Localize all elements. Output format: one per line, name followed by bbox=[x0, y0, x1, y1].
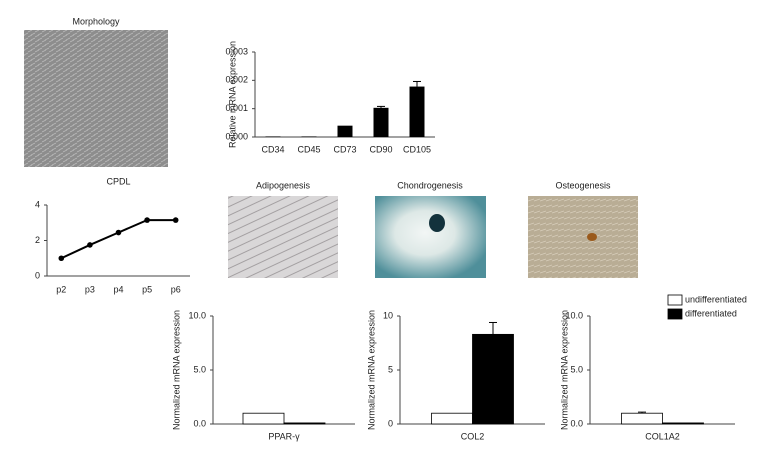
nodule bbox=[587, 233, 597, 241]
x-tick-label: CD73 bbox=[333, 144, 356, 154]
legend-swatch bbox=[667, 308, 683, 320]
x-tick-label: p5 bbox=[142, 284, 152, 294]
y-tick-label: 0.003 bbox=[225, 46, 248, 56]
y-axis-label: Normalized mRNA expression bbox=[366, 310, 376, 430]
bar bbox=[242, 412, 285, 425]
image-title: Morphology bbox=[72, 16, 120, 26]
y-tick-label: 5.0 bbox=[193, 364, 206, 374]
y-tick-label: 0.001 bbox=[225, 103, 248, 113]
point bbox=[115, 229, 122, 236]
x-tick-label: COL2 bbox=[461, 431, 485, 441]
legend-label: differentiated bbox=[685, 308, 737, 318]
y-tick-label: 4 bbox=[35, 199, 40, 209]
y-axis-label: Normalized mRNA expression bbox=[559, 310, 569, 430]
morphology-image bbox=[24, 30, 168, 167]
bar bbox=[265, 136, 281, 137]
bar bbox=[431, 412, 473, 425]
bar bbox=[472, 333, 514, 425]
x-tick-label: CD90 bbox=[369, 144, 392, 154]
x-tick-label: p2 bbox=[56, 284, 66, 294]
x-tick-label: PPAR-γ bbox=[268, 431, 300, 441]
y-tick-label: 5.0 bbox=[570, 364, 583, 374]
point bbox=[87, 242, 93, 248]
x-tick-label: p3 bbox=[85, 284, 95, 294]
point bbox=[58, 255, 65, 262]
point bbox=[172, 217, 179, 223]
y-tick-label: 5 bbox=[388, 364, 393, 374]
chondrogenesis-image bbox=[375, 196, 486, 278]
image-title: Chondrogenesis bbox=[397, 180, 463, 190]
y-tick-label: 0.0 bbox=[193, 418, 206, 428]
bar bbox=[373, 107, 389, 137]
y-tick-label: 0.000 bbox=[225, 131, 248, 141]
adipogenesis-image bbox=[228, 196, 338, 278]
y-axis-label: Normalized mRNA expression bbox=[171, 310, 181, 430]
x-tick-label: CD45 bbox=[297, 144, 320, 154]
y-tick-label: 2 bbox=[35, 235, 40, 245]
chart-title: CPDL bbox=[106, 176, 130, 186]
y-tick-label: 0 bbox=[388, 418, 393, 428]
line bbox=[60, 219, 176, 260]
osteogenesis-image bbox=[528, 196, 638, 278]
y-tick-label: 0.002 bbox=[225, 75, 248, 85]
bar bbox=[283, 422, 326, 425]
y-tick-label: 0.0 bbox=[570, 418, 583, 428]
legend-swatch bbox=[667, 294, 683, 306]
y-tick-label: 10 bbox=[383, 310, 393, 320]
x-tick-label: p6 bbox=[171, 284, 181, 294]
pellet bbox=[429, 214, 445, 232]
bar bbox=[662, 422, 704, 425]
bar bbox=[337, 125, 353, 137]
y-tick-label: 0 bbox=[35, 270, 40, 280]
bar bbox=[621, 412, 663, 425]
y-tick-label: 10.0 bbox=[188, 310, 206, 320]
point bbox=[144, 217, 150, 223]
x-tick-label: p4 bbox=[113, 284, 123, 294]
x-tick-label: CD34 bbox=[261, 144, 284, 154]
y-tick-label: 10.0 bbox=[565, 310, 583, 320]
x-tick-label: CD105 bbox=[403, 144, 431, 154]
bar bbox=[409, 86, 425, 137]
image-title: Adipogenesis bbox=[256, 180, 311, 190]
image-title: Osteogenesis bbox=[555, 180, 611, 190]
bar bbox=[301, 136, 317, 137]
x-tick-label: COL1A2 bbox=[645, 431, 680, 441]
legend-label: undifferentiated bbox=[685, 294, 747, 304]
y-axis-label: Relative mRNA expression bbox=[227, 41, 237, 148]
